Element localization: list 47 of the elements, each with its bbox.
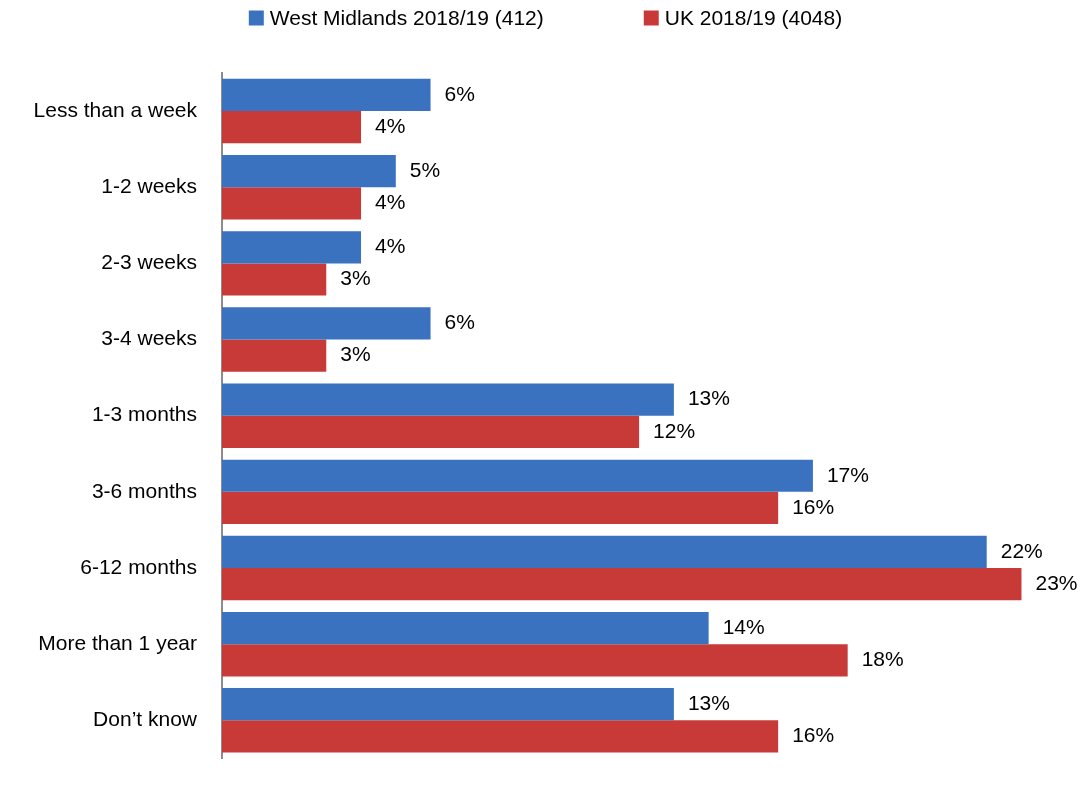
data-label: 3% — [340, 342, 371, 366]
bar — [222, 535, 987, 569]
bar — [222, 415, 640, 448]
data-label: 13% — [687, 386, 730, 410]
bar — [222, 611, 709, 645]
data-label: 18% — [861, 647, 904, 671]
y-tick-label: 3-4 weeks — [101, 326, 197, 350]
bar — [222, 263, 327, 296]
bar — [222, 491, 779, 525]
data-label: 5% — [409, 157, 441, 181]
bar — [222, 459, 813, 492]
bar — [222, 155, 396, 188]
y-tick-label: 6-12 months — [80, 554, 197, 578]
data-label: 23% — [1035, 570, 1078, 594]
data-label: 16% — [792, 723, 835, 747]
data-label: 14% — [722, 614, 765, 638]
bar — [222, 383, 674, 416]
bar — [222, 231, 362, 264]
bar — [222, 568, 1022, 601]
bar — [222, 187, 362, 220]
data-label: 12% — [653, 418, 696, 442]
data-label: 6% — [444, 310, 475, 334]
y-tick-label: 1-2 weeks — [101, 174, 197, 198]
legend-label: UK 2018/19 (4048) — [664, 5, 843, 29]
data-label: 3% — [340, 266, 371, 290]
y-tick-label: 3-6 months — [91, 478, 197, 502]
bar — [222, 339, 327, 372]
y-tick-label: 1-3 months — [91, 402, 197, 426]
data-label: 17% — [826, 462, 869, 486]
data-label: 22% — [1000, 538, 1043, 562]
data-label: 4% — [375, 190, 406, 214]
data-label: 13% — [687, 691, 730, 715]
y-tick-label: Less than a week — [33, 97, 198, 121]
data-label: 4% — [375, 234, 406, 258]
data-label: 16% — [792, 494, 835, 518]
bar — [222, 720, 779, 753]
bar — [222, 307, 431, 340]
legend-label: West Midlands 2018/19 (412) — [269, 5, 544, 29]
bar — [222, 111, 362, 144]
y-tick-label: 2-3 weeks — [101, 250, 197, 274]
bar — [222, 644, 848, 677]
y-tick-label: Don’t know — [93, 707, 198, 731]
bar — [222, 688, 674, 721]
data-label: 4% — [375, 113, 406, 137]
bar — [222, 78, 431, 112]
y-tick-label: More than 1 year — [38, 630, 197, 654]
data-label: 6% — [444, 81, 475, 105]
